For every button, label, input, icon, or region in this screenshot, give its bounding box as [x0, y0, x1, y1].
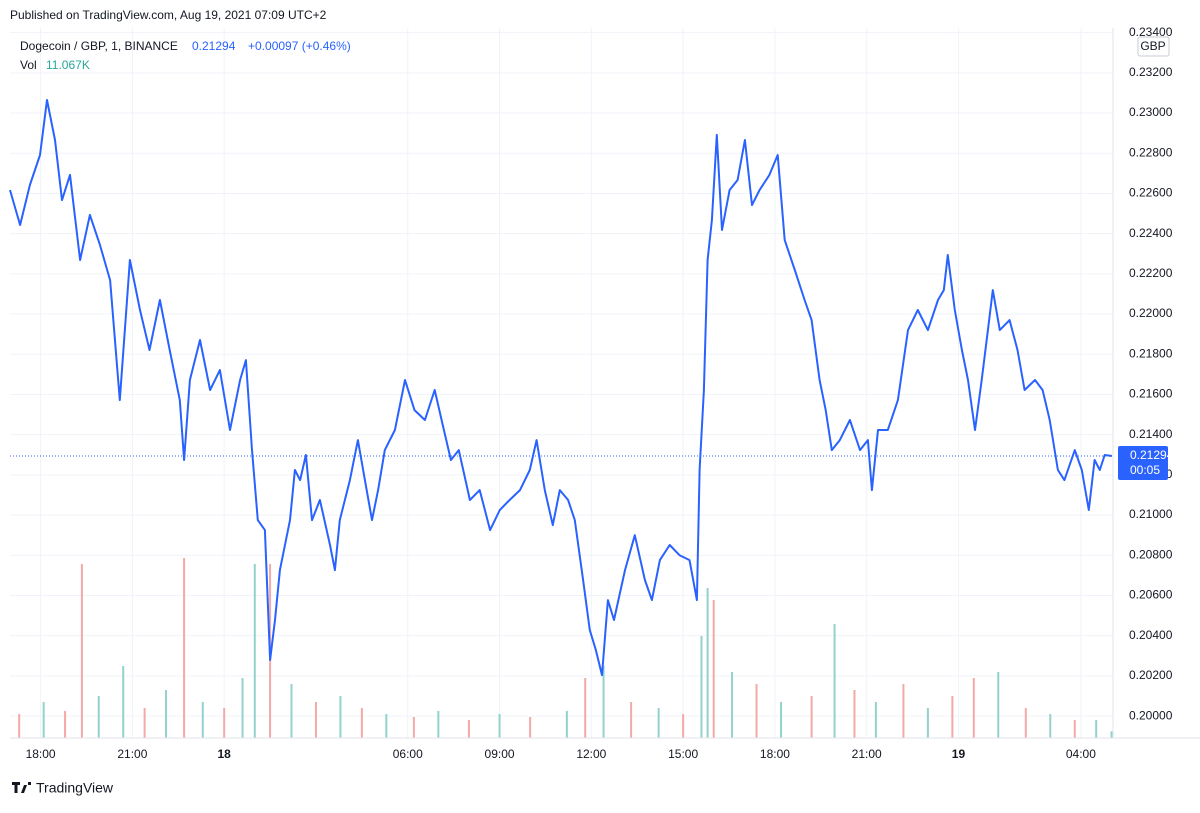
x-tick-label: 21:00 — [852, 747, 882, 761]
volume-bar — [290, 684, 293, 738]
volume-value: 11.067K — [46, 58, 90, 72]
volume-bar — [498, 714, 501, 738]
volume-bar — [529, 717, 532, 738]
volume-bar — [706, 588, 709, 738]
y-tick-label: 0.20400 — [1129, 628, 1173, 642]
x-tick-label: 15:00 — [668, 747, 698, 761]
volume-bar — [700, 636, 703, 738]
y-tick-label: 0.21400 — [1129, 427, 1173, 441]
volume-bar — [565, 711, 568, 738]
x-tick-label: 12:00 — [576, 747, 606, 761]
y-tick-label: 0.22200 — [1129, 266, 1173, 280]
volume-bar — [339, 696, 342, 738]
published-note: Published on TradingView.com, Aug 19, 20… — [10, 8, 327, 22]
volume-bar — [1110, 731, 1113, 738]
volume-bar — [810, 696, 813, 738]
volume-bar — [42, 702, 45, 738]
currency: GBP — [1140, 39, 1165, 53]
volume-bar — [1024, 708, 1027, 738]
y-tick-label: 0.22800 — [1129, 145, 1173, 159]
volume-bar — [630, 702, 633, 738]
volume-bar — [437, 711, 440, 738]
volume-bar — [1049, 714, 1052, 738]
volume-bar — [902, 684, 905, 738]
y-tick-label: 0.21600 — [1129, 387, 1173, 401]
volume-bar — [122, 666, 125, 738]
y-tick-label: 0.21800 — [1129, 346, 1173, 360]
volume-bar — [223, 708, 226, 738]
time-axis: 18:00 21:00 18 06:00 09:00 12:00 15:00 18:00 21:… — [26, 747, 1097, 761]
x-tick-label: 18 — [217, 747, 231, 761]
y-tick-label: 0.22400 — [1129, 226, 1173, 240]
volume-bar — [833, 624, 836, 738]
y-tick-label: 0.20000 — [1129, 708, 1173, 722]
price-tag-value: 0.21294 — [1130, 448, 1174, 462]
volume-bar — [997, 672, 1000, 738]
volume-bar — [314, 702, 317, 738]
volume-bar — [64, 711, 67, 738]
volume-bar — [712, 600, 715, 738]
volume-bar — [602, 666, 605, 738]
volume-bar — [657, 708, 660, 738]
volume-bar — [385, 714, 388, 738]
x-tick-label: 04:00 — [1066, 747, 1096, 761]
volume-label: Vol — [20, 58, 37, 72]
y-tick-label: 0.20200 — [1129, 668, 1173, 682]
volume-bar — [874, 702, 877, 738]
volume-bar — [360, 708, 363, 738]
volume-bar — [731, 672, 734, 738]
y-tick-label: 0.22600 — [1129, 186, 1173, 200]
logo: TradingView — [12, 780, 114, 796]
price-change: +0.00097 (+0.46%) — [248, 39, 351, 53]
volume-bar — [183, 558, 186, 738]
volume-bar — [972, 678, 975, 738]
volume-bar — [80, 564, 83, 738]
y-tick-label: 0.23400 — [1129, 25, 1173, 39]
price-tag-countdown: 00:05 — [1130, 463, 1160, 477]
footer-brand: TradingView — [36, 780, 114, 796]
volume-bar — [241, 678, 244, 738]
volume-bar — [143, 708, 146, 738]
x-tick-label: 19 — [952, 747, 966, 761]
volume-bar — [755, 684, 758, 738]
volume-bar — [18, 714, 21, 738]
x-tick-label: 18:00 — [760, 747, 790, 761]
y-tick-label: 0.21000 — [1129, 507, 1173, 521]
last-price: 0.21294 — [192, 39, 236, 53]
volume — [18, 558, 1113, 738]
x-tick-label: 06:00 — [393, 747, 423, 761]
grid — [10, 28, 1113, 738]
y-tick-label: 0.20800 — [1129, 547, 1173, 561]
volume-bar — [584, 678, 587, 738]
x-tick-label: 18:00 — [26, 747, 56, 761]
volume-bar — [780, 702, 783, 738]
volume-bar — [682, 714, 685, 738]
symbol: Dogecoin / GBP, 1, BINANCE — [20, 39, 178, 53]
volume-bar — [253, 564, 256, 738]
x-tick-label: 09:00 — [485, 747, 515, 761]
volume-bar — [97, 696, 100, 738]
volume-bar — [951, 696, 954, 738]
y-tick-label: 0.20600 — [1129, 588, 1173, 602]
y-tick-label: 0.23000 — [1129, 105, 1173, 119]
currency-box — [1137, 36, 1170, 57]
y-tick-label: 0.23200 — [1129, 65, 1173, 79]
volume-bar — [165, 690, 168, 738]
plot — [9, 99, 1113, 677]
x-tick-label: 21:00 — [117, 747, 147, 761]
price-line — [9, 99, 1112, 677]
price-tag-box — [1118, 445, 1168, 480]
volume-bar — [467, 720, 470, 738]
y-tick-label: 0.22000 — [1129, 306, 1173, 320]
price-axis: 0.20000 0.20200 0.20400 0.20600 0.20800 0.210… — [1129, 25, 1173, 722]
volume-bar — [926, 708, 929, 738]
volume-bar — [1073, 720, 1076, 738]
volume-bar — [853, 690, 856, 738]
volume-bar — [412, 717, 415, 738]
volume-bar — [201, 702, 204, 738]
volume-bar — [1095, 720, 1098, 738]
